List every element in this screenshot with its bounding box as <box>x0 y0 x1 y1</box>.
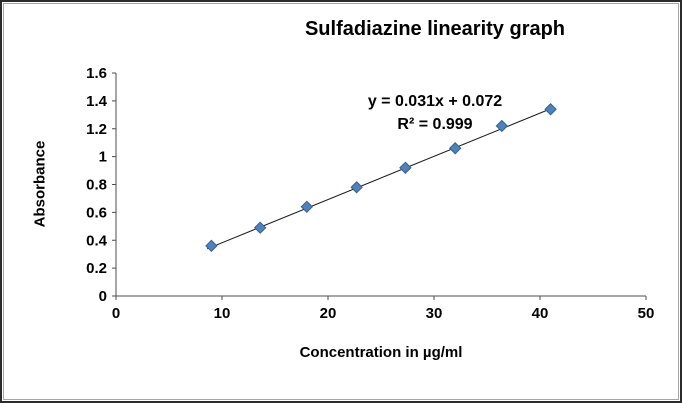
trendline-r-squared: R² = 0.999 <box>397 116 473 133</box>
data-point <box>253 221 267 234</box>
trendline <box>206 107 554 250</box>
data-point <box>205 239 218 253</box>
x-tick-label: 10 <box>214 305 231 322</box>
x-axis-label: Concentration in µg/ml <box>299 344 463 361</box>
y-tick-label: 1.2 <box>86 121 107 138</box>
data-point <box>350 181 363 194</box>
x-tick-label: 50 <box>638 305 655 322</box>
x-tick-label: 40 <box>532 305 549 322</box>
y-tick-label: 1.6 <box>86 65 107 82</box>
y-tick-label: 0.4 <box>86 232 108 249</box>
x-tick-label: 30 <box>426 305 443 322</box>
y-tick-label: 0.8 <box>86 177 107 194</box>
y-tick-label: 0 <box>99 288 107 305</box>
x-tick-label: 20 <box>320 305 337 322</box>
x-tick-label: 0 <box>112 305 120 322</box>
y-tick-label: 0.6 <box>86 204 107 221</box>
chart-area: 0 0.2 0.4 0.6 0.8 1 1.2 1.4 1.6 0 10 20 30 40 50 Sulfa… <box>3 3 679 400</box>
data-point <box>448 142 462 155</box>
y-tick-label: 1.4 <box>86 93 108 110</box>
y-axis-label: Absorbance <box>31 140 49 228</box>
y-tick-label: 1 <box>99 149 107 166</box>
trendline-equation: y = 0.031x + 0.072 <box>367 93 503 110</box>
data-point <box>544 103 557 116</box>
y-tick-label: 0.2 <box>86 260 107 277</box>
data-point <box>399 161 412 174</box>
chart-canvas: 0 0.2 0.4 0.6 0.8 1 1.2 1.4 1.6 0 10 20 30 40 50 <box>86 65 655 322</box>
data-point <box>495 119 509 133</box>
data-point <box>300 200 314 214</box>
trendline-annotation: y = 0.031x + 0.072 R² = 0.999 <box>368 90 502 136</box>
chart-title: Sulfadiazine linearity graph <box>304 18 566 40</box>
